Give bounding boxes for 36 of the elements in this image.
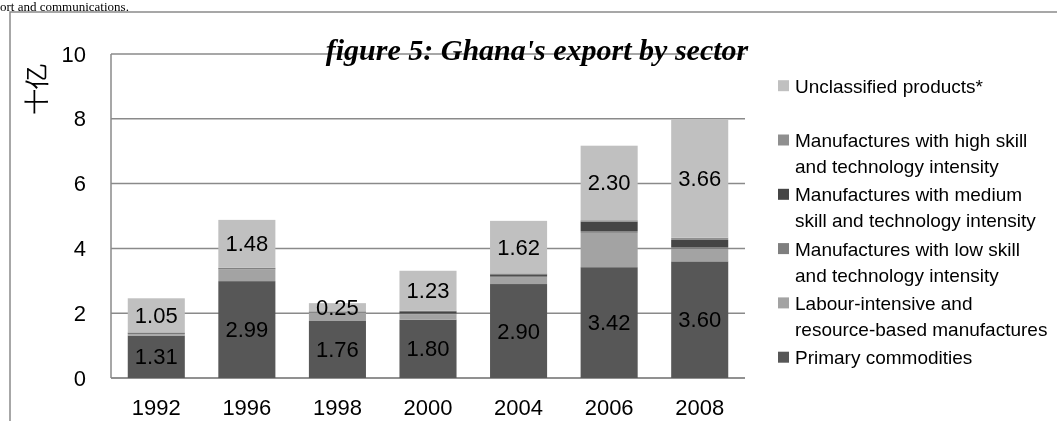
y-tick-label: 4 — [73, 235, 86, 261]
x-tick-label: 1992 — [131, 395, 181, 420]
data-label: 1.23 — [406, 278, 450, 304]
data-label: 2.90 — [497, 318, 540, 344]
data-label: 2.99 — [225, 317, 269, 343]
legend-label: Manufactures with high skill and technology intensity — [795, 130, 1028, 177]
chart-title: figure 5: Ghana's export by sector — [325, 33, 749, 66]
data-label: 3.42 — [587, 310, 631, 336]
x-tick-label: 2006 — [584, 395, 634, 420]
y-tick-label: 8 — [73, 106, 86, 132]
legend-label: Manufactures with medium skill and technology intensity — [795, 184, 1037, 232]
data-label: 1.80 — [406, 336, 450, 362]
x-tick-label: 2000 — [403, 395, 453, 420]
x-tick-label: 1996 — [222, 395, 272, 420]
data-label: 0.25 — [316, 294, 359, 320]
y-tick-label: 10 — [61, 41, 86, 67]
legend-label: Unclassified products* — [795, 75, 984, 97]
data-label: 1.48 — [225, 231, 269, 257]
x-tick-label: 2008 — [675, 395, 725, 420]
y-axis-title: 十亿 — [22, 64, 50, 114]
data-label: 3.60 — [678, 307, 722, 333]
y-tick-label: 0 — [73, 365, 86, 391]
y-tick-label: 6 — [73, 171, 86, 197]
x-tick-label: 1998 — [312, 395, 362, 420]
data-label: 1.76 — [316, 336, 359, 362]
data-label: 1.31 — [134, 344, 178, 370]
data-label: 3.66 — [678, 165, 722, 191]
legend-label: Labour-intensive and resource-based manufactures — [795, 292, 1048, 340]
legend-label: Primary commodities — [795, 347, 973, 369]
x-tick-label: 2004 — [494, 395, 544, 420]
data-label: 1.62 — [497, 234, 540, 260]
legend-label: Manufactures with low skill and technology intensity — [795, 238, 1020, 286]
data-label: 2.30 — [587, 170, 631, 196]
y-tick-label: 2 — [73, 300, 86, 326]
text: ort and communications. — [0, 0, 129, 14]
data-label: 1.05 — [134, 302, 178, 328]
